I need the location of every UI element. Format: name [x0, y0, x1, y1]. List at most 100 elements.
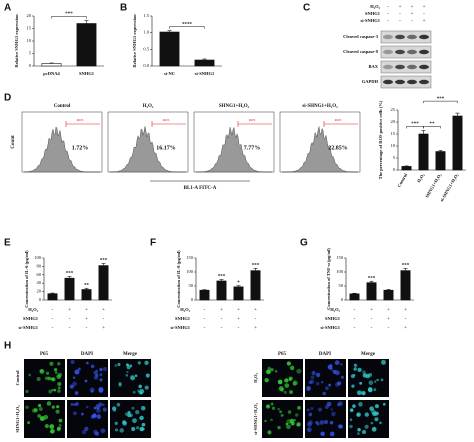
bar: [400, 270, 411, 301]
cell: [70, 403, 74, 406]
flow-percent: 7.77%: [244, 145, 261, 151]
blot-condition-label: H₂O₂: [370, 4, 380, 9]
cell: [274, 369, 278, 373]
condition-sign: -: [354, 326, 356, 331]
cell: [308, 380, 313, 385]
cell: [114, 421, 118, 426]
blot-strip: [380, 75, 432, 89]
significance-bracket: [423, 100, 458, 104]
cell: [49, 430, 53, 434]
cell: [306, 386, 311, 391]
cell: [357, 367, 362, 372]
bar-annotation: *: [237, 281, 240, 286]
cell: [134, 374, 138, 378]
cell: [367, 387, 373, 392]
cell: [349, 418, 353, 421]
cell: [376, 378, 379, 382]
micro-column-label: DAPI: [81, 352, 93, 357]
bar: [250, 270, 261, 301]
cell: [118, 382, 122, 386]
condition-sign: +: [387, 317, 390, 322]
y-axis-label: Concentration of TNF-α (pg/ml): [326, 248, 331, 310]
cell: [264, 419, 267, 423]
micrograph: [305, 359, 346, 397]
cell: [354, 363, 357, 367]
blot-sign: +: [423, 5, 426, 10]
y-tick-label: 80: [37, 263, 42, 268]
panel-letter: D: [4, 93, 11, 104]
x-tick-label: si-SNHG1: [195, 71, 215, 76]
cell: [141, 422, 146, 427]
panel-letter: H: [4, 341, 11, 352]
cell: [296, 422, 301, 427]
y-tick-label: 5: [29, 51, 32, 56]
flow-histogram: [281, 126, 359, 173]
cell: [51, 405, 55, 409]
cell: [308, 412, 313, 417]
cell: [315, 372, 321, 378]
condition-sign: +: [387, 308, 390, 313]
cell: [353, 367, 357, 371]
y-axis-label: Relative SNHG1 expression: [132, 14, 137, 68]
blot-sign: +: [423, 19, 426, 24]
y-tick-label: 20: [37, 289, 42, 294]
cell: [271, 406, 276, 410]
flow-y-label: Count: [11, 135, 16, 149]
cell: [140, 405, 146, 411]
condition-label: si-SNHG1: [18, 325, 38, 330]
bar: [64, 277, 75, 301]
panel-letter: B: [120, 3, 127, 14]
cell: [361, 390, 366, 396]
flow-x-label: BL1-A FITC-A: [184, 186, 217, 191]
condition-label: H₂O₂: [180, 307, 190, 312]
cell: [289, 365, 295, 371]
condition-sign: +: [404, 308, 407, 313]
condition-label: si-SNHG1: [320, 325, 340, 330]
y-tick-label: 60: [37, 272, 42, 277]
micro-column-label: P65: [278, 352, 287, 357]
condition-sign: +: [85, 317, 88, 322]
cell: [125, 374, 129, 377]
bar: [199, 289, 210, 301]
x-tick-label: H₂O₂: [416, 172, 426, 183]
cell: [72, 381, 77, 387]
significance-label: ***: [411, 122, 419, 127]
cell: [380, 378, 384, 382]
cell: [126, 370, 129, 374]
micro-column-label: Merge: [123, 352, 138, 357]
cell: [368, 380, 374, 386]
bar: [47, 293, 58, 301]
cell: [326, 401, 332, 407]
flow-title: Control: [54, 104, 71, 109]
significance-label: ****: [182, 22, 193, 27]
condition-sign: +: [102, 326, 105, 331]
y-tick-label: 100: [186, 269, 194, 274]
condition-sign: -: [103, 317, 105, 322]
cell: [322, 391, 327, 396]
cell: [297, 406, 301, 410]
y-axis-label: Concentration of IL-8 (pg/ml): [176, 250, 181, 308]
y-tick-label: 5: [393, 155, 396, 160]
blot-band: [395, 34, 405, 40]
condition-sign: -: [52, 308, 54, 313]
cell: [38, 407, 43, 411]
condition-sign: -: [354, 308, 356, 313]
cell: [114, 364, 118, 367]
cell: [96, 408, 101, 414]
blot-sign: +: [411, 12, 414, 17]
cell: [131, 426, 136, 431]
cell: [264, 377, 269, 383]
cell: [370, 421, 374, 425]
cell: [94, 431, 100, 436]
y-tick-label: 100: [34, 255, 42, 260]
cell: [359, 381, 363, 385]
cell: [125, 363, 129, 367]
cell: [319, 420, 325, 425]
bar: [159, 31, 180, 67]
flow-percent: 16.17%: [156, 145, 176, 151]
cell: [137, 389, 140, 392]
blot-band: [407, 79, 417, 85]
cell: [317, 407, 322, 412]
condition-label: H₂O₂: [330, 307, 340, 312]
cell: [270, 367, 274, 372]
